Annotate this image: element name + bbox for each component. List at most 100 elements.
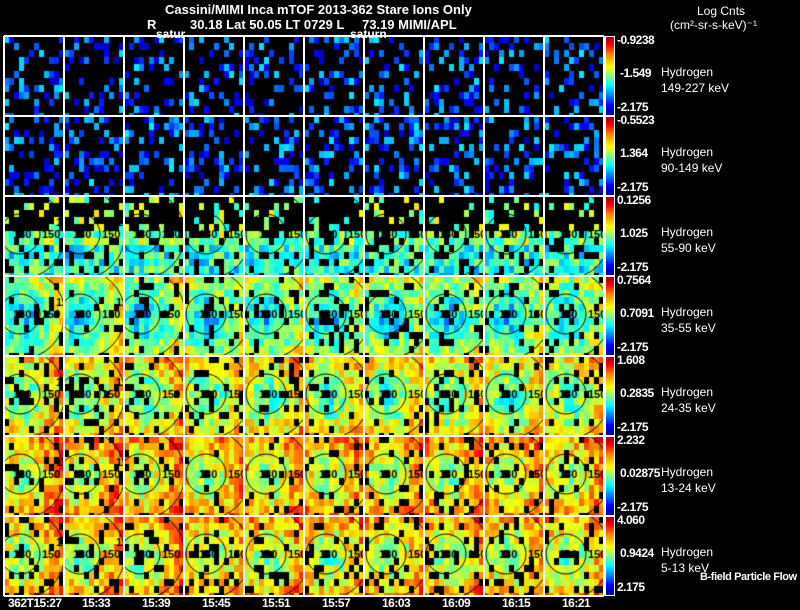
heatmap-panel [424, 516, 484, 596]
colorbar-min-label: -2.175 [617, 420, 649, 434]
time-tick-label: 15:45 [202, 596, 231, 610]
colorbar-min-label: 2.175 [617, 580, 645, 594]
time-tick-label: 15:39 [142, 596, 171, 610]
colorbar-min-label: -2.175 [617, 180, 649, 194]
heatmap-panel [4, 36, 64, 116]
colorbar-title: Log Cnts [697, 4, 746, 18]
heatmap-panel [544, 116, 604, 196]
heatmap-panel [544, 36, 604, 116]
heatmap-panel [484, 36, 544, 116]
colorbar [605, 276, 615, 356]
heatmap-panel [484, 436, 544, 516]
heatmap-panel [64, 516, 124, 596]
heatmap-panel [184, 276, 244, 356]
heatmap-panel [304, 516, 364, 596]
heatmap-panel [124, 116, 184, 196]
heatmap-panel [304, 116, 364, 196]
heatmap-panel [544, 356, 604, 436]
grid-line [423, 36, 425, 596]
energy-range-label: 24-35 keV [661, 401, 716, 415]
colorbar [605, 436, 615, 516]
heatmap-panel [4, 276, 64, 356]
heatmap-panel [364, 356, 424, 436]
saturn-label: satur [156, 27, 186, 41]
time-tick-label: 362T15:27 [8, 596, 62, 610]
row-label: Hydrogen 5-13 keV [661, 544, 713, 576]
grid-line [543, 36, 545, 596]
l-value-text: 73.19 MIMI/APL [362, 17, 457, 32]
heatmap-panel [244, 36, 304, 116]
heatmap-panel [364, 436, 424, 516]
heatmap-grid [3, 35, 605, 597]
colorbar-min-label: -2.175 [617, 260, 649, 274]
colorbar-mid-label: 1.364 [620, 146, 648, 160]
heatmap-panel [64, 276, 124, 356]
heatmap-panel [544, 516, 604, 596]
colorbar-max-label: -0.9238 [617, 33, 655, 47]
heatmap-panel [244, 276, 304, 356]
energy-range-label: 149-227 keV [661, 81, 730, 95]
row-label: Hydrogen 24-35 keV [661, 384, 716, 416]
heatmap-panel [184, 436, 244, 516]
bfield-particle-flow-label: B-field Particle Flow [700, 571, 797, 583]
row-label: Hydrogen 149-227 keV [661, 64, 729, 96]
heatmap-panel [244, 116, 304, 196]
grid-line [63, 36, 65, 596]
grid-line [3, 36, 5, 596]
heatmap-panel [304, 436, 364, 516]
energy-range-label: 90-149 keV [661, 161, 723, 175]
heatmap-panel [244, 196, 304, 276]
heatmap-panel [364, 276, 424, 356]
colorbar [605, 116, 615, 196]
colorbar-max-label: 0.1256 [617, 193, 651, 207]
heatmap-panel [184, 356, 244, 436]
heatmap-panel [4, 196, 64, 276]
colorbar-mid-label: -1.549 [620, 66, 652, 80]
heatmap-panel [184, 196, 244, 276]
heatmap-panel [124, 36, 184, 116]
heatmap-panel [304, 36, 364, 116]
species-label: Hydrogen [661, 225, 714, 239]
heatmap-panel [244, 356, 304, 436]
grid-line [603, 36, 605, 596]
colorbar [605, 36, 615, 116]
energy-range-label: 35-55 keV [661, 321, 716, 335]
heatmap-panel [184, 516, 244, 596]
species-label: Hydrogen [661, 545, 714, 559]
colorbar-max-label: 1.608 [617, 353, 645, 367]
heatmap-panel [484, 276, 544, 356]
colorbar-max-label: 0.7564 [617, 273, 651, 287]
heatmap-panel [424, 116, 484, 196]
grid-line [183, 36, 185, 596]
time-tick-label: 15:57 [322, 596, 351, 610]
colorbar [605, 516, 615, 596]
heatmap-panel [244, 516, 304, 596]
row-label: Hydrogen 55-90 keV [661, 224, 716, 256]
heatmap-panel [304, 276, 364, 356]
heatmap-panel [4, 436, 64, 516]
heatmap-panel [424, 436, 484, 516]
heatmap-panel [484, 116, 544, 196]
heatmap-panel [124, 436, 184, 516]
colorbar-mid-label: 0.2835 [620, 386, 654, 400]
heatmap-panel [484, 196, 544, 276]
energy-range-label: 55-90 keV [661, 241, 716, 255]
heatmap-panel [4, 116, 64, 196]
heatmap-panel [424, 196, 484, 276]
time-tick-label: 16:09 [442, 596, 471, 610]
heatmap-panel [484, 356, 544, 436]
heatmap-panel [124, 196, 184, 276]
colorbar-units: (cm²-sr-s-keV)⁻¹ [670, 18, 757, 32]
heatmap-panel [484, 516, 544, 596]
heatmap-panel [64, 116, 124, 196]
grid-line [123, 36, 125, 596]
grid-line [363, 36, 365, 596]
time-tick-label: 16:03 [382, 596, 411, 610]
heatmap-panel [544, 276, 604, 356]
time-tick-label: 16:15 [502, 596, 531, 610]
colorbar-mid-label: 0.02875 [620, 466, 660, 480]
heatmap-panel [304, 196, 364, 276]
grid-line [243, 36, 245, 596]
colorbar-min-label: -2.175 [617, 340, 649, 354]
time-tick-label: 15:51 [262, 596, 291, 610]
